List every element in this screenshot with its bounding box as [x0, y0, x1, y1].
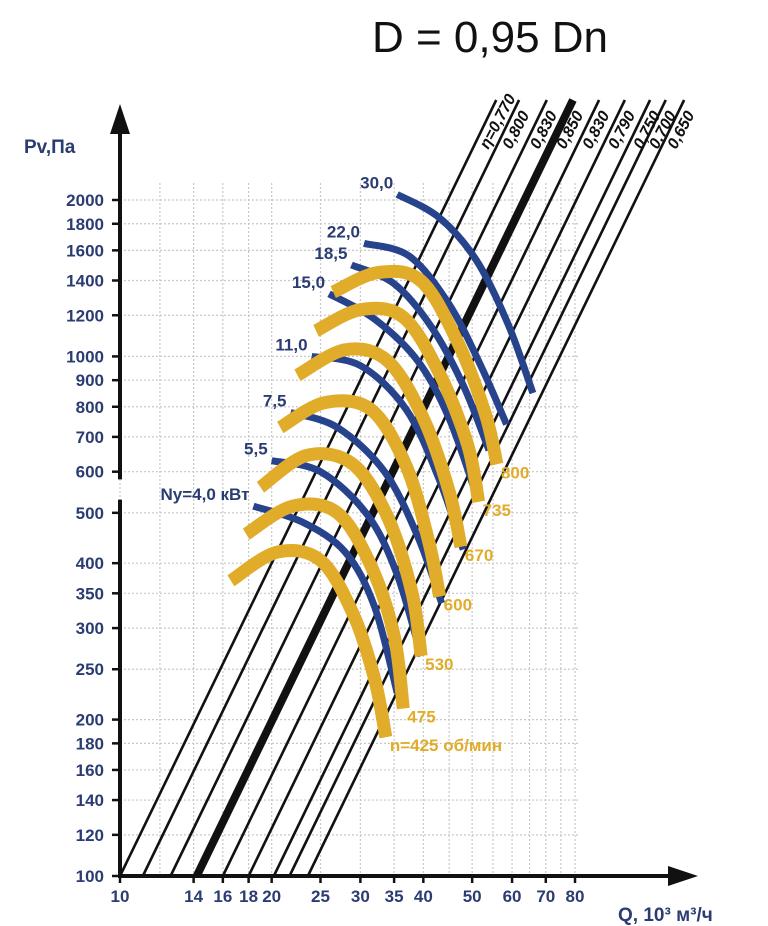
chart-title: D = 0,95 Dn: [372, 13, 608, 62]
x-axis-label: Q, 10³ м³/ч: [618, 905, 713, 926]
power-label: 11,0: [275, 335, 307, 354]
y-tick-label: 2000: [66, 191, 104, 210]
speed-curve: [313, 301, 486, 504]
y-tick-label: 1000: [66, 347, 104, 366]
y-tick-label: 700: [76, 428, 104, 447]
y-tick-label: 500: [76, 504, 104, 523]
y-tick-label: 120: [76, 826, 104, 845]
x-tick-label: 80: [566, 887, 585, 906]
x-tick-label: 10: [111, 887, 130, 906]
efficiency-line: [272, 99, 652, 877]
efficiency-line: [306, 99, 686, 877]
speed-label: 800: [501, 463, 529, 482]
power-label: Ny=4,0 кВт: [161, 485, 250, 504]
efficiency-line: [247, 99, 627, 877]
y-tick-label: 1800: [66, 215, 104, 234]
x-tick-label: 20: [262, 887, 281, 906]
y-tick-label: 160: [76, 761, 104, 780]
x-tick-label: 14: [184, 887, 203, 906]
y-tick-label: 1600: [66, 241, 104, 260]
y-tick-label: 100: [76, 867, 104, 886]
speed-label: 475: [407, 708, 435, 727]
power-curve: [363, 239, 510, 426]
y-tick-label: 1200: [66, 306, 104, 325]
speed-label: n=425 об/мин: [390, 736, 502, 755]
x-tick-label: 50: [463, 887, 482, 906]
power-label: 18,5: [314, 244, 347, 263]
y-tick-label: 250: [76, 660, 104, 679]
x-tick-label: 30: [351, 887, 370, 906]
y-tick-label: 180: [76, 734, 104, 753]
efficiency-line: [193, 98, 577, 878]
y-tick-label: 300: [76, 619, 104, 638]
speed-label: 670: [465, 546, 493, 565]
speed-label: 600: [444, 596, 472, 615]
y-tick-label: 400: [76, 554, 104, 573]
y-tick-label: 800: [76, 398, 104, 417]
y-tick-label: 900: [76, 371, 104, 390]
y-tick-label: 350: [76, 584, 104, 603]
y-tick-label: 200: [76, 711, 104, 730]
x-axis-arrow: [668, 866, 698, 886]
power-label: 5,5: [244, 440, 268, 459]
speed-curve: [330, 264, 504, 466]
x-tick-label: 16: [213, 887, 232, 906]
y-tick-label: 600: [76, 463, 104, 482]
power-label: 22,0: [327, 222, 360, 241]
y-axis-arrow: [110, 104, 130, 134]
y-tick-label: 1400: [66, 271, 104, 290]
efficiency-line: [169, 99, 548, 877]
x-tick-label: 40: [414, 887, 433, 906]
speed-curve: [227, 544, 393, 739]
y-tick-label: 140: [76, 791, 104, 810]
speed-curve: [256, 447, 428, 658]
power-curve: [395, 191, 537, 395]
y-axis-label: Pv,Па: [24, 137, 76, 158]
x-tick-label: 18: [239, 887, 258, 906]
speed-curve: [242, 497, 410, 710]
speed-curve: [294, 342, 468, 549]
speed-label: 530: [425, 655, 453, 674]
power-label: 15,0: [292, 273, 325, 292]
speed-label: 735: [483, 501, 511, 520]
x-tick-label: 70: [536, 887, 555, 906]
speed-curve: [276, 394, 447, 598]
power-label: 7,5: [263, 391, 287, 410]
efficiency-line: [118, 99, 498, 877]
axes: [110, 104, 698, 886]
power-curve: [270, 457, 425, 658]
x-tick-label: 35: [385, 887, 404, 906]
x-tick-label: 25: [311, 887, 330, 906]
power-label: 30,0: [360, 173, 393, 192]
power-curve: [252, 502, 401, 694]
speed-curves: [227, 264, 504, 739]
x-tick-label: 60: [503, 887, 522, 906]
